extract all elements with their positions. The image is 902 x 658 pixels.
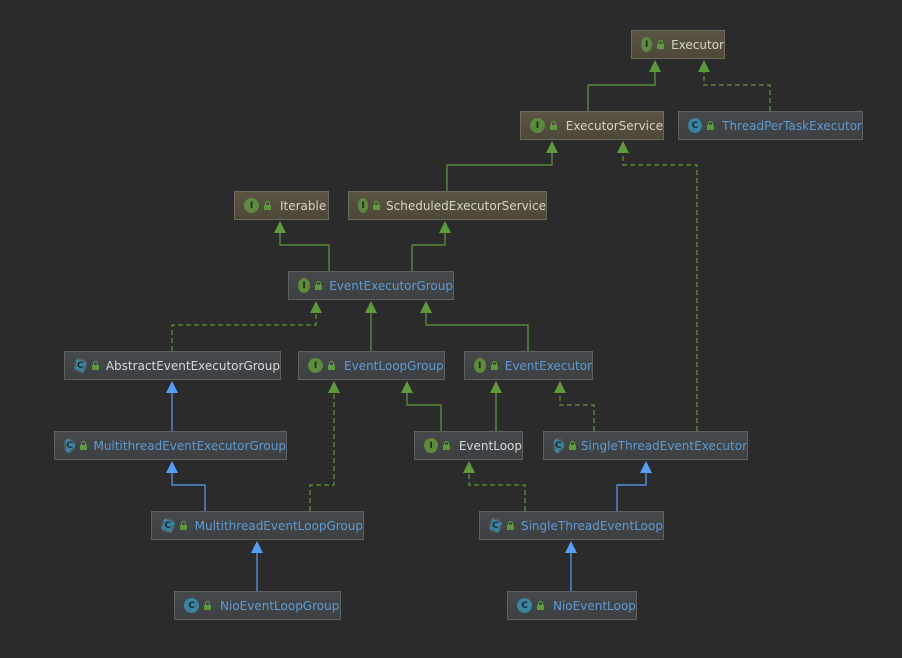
- abstract-icon: C: [489, 518, 502, 533]
- edge-extends-interface: [411, 232, 446, 271]
- arrowhead-icon: [439, 221, 451, 233]
- node-label: ThreadPerTaskExecutor: [722, 118, 862, 133]
- node-label: EventLoop: [458, 438, 522, 453]
- node-label: SingleThreadEventExecutor: [580, 438, 747, 453]
- edge-extends-interface: [279, 232, 330, 271]
- arrowhead-icon: [420, 301, 432, 313]
- node-label: EventLoopGroup: [344, 358, 444, 373]
- node-executor-service[interactable]: I ExecutorService: [520, 111, 664, 140]
- node-multithread-event-executor-group[interactable]: C MultithreadEventExecutorGroup: [54, 431, 287, 460]
- edge-implements: [171, 312, 317, 351]
- node-label: Executor: [671, 37, 724, 52]
- node-single-thread-event-loop[interactable]: C SingleThreadEventLoop: [479, 511, 664, 540]
- public-lock-icon: [179, 521, 188, 530]
- interface-icon: I: [641, 37, 653, 52]
- node-abstract-event-executor-group[interactable]: C AbstractEventExecutorGroup: [64, 351, 281, 380]
- public-lock-icon: [657, 40, 665, 49]
- edge-extends-class: [616, 472, 647, 511]
- public-lock-icon: [537, 601, 546, 610]
- node-label: EventExecutor: [504, 358, 592, 373]
- node-label: NioEventLoop: [553, 598, 636, 613]
- arrowhead-icon: [698, 60, 710, 72]
- arrowhead-icon: [617, 141, 629, 153]
- interface-icon: I: [308, 358, 323, 373]
- arrowhead-icon: [365, 301, 377, 313]
- node-label: MultithreadEventExecutorGroup: [93, 438, 286, 453]
- node-iterable[interactable]: I Iterable: [234, 191, 329, 220]
- edge-extends-class: [171, 472, 206, 511]
- public-lock-icon: [549, 121, 559, 130]
- node-multithread-event-loop-group[interactable]: C MultithreadEventLoopGroup: [151, 511, 364, 540]
- arrowhead-icon: [463, 461, 475, 473]
- edge-extends-interface: [425, 312, 529, 351]
- node-event-executor[interactable]: I EventExecutor: [464, 351, 593, 380]
- arrowhead-icon: [490, 381, 502, 393]
- class-icon: C: [517, 598, 532, 613]
- public-lock-icon: [91, 361, 99, 370]
- arrowhead-icon: [310, 301, 322, 313]
- arrowhead-icon: [251, 541, 263, 553]
- arrowhead-icon: [274, 221, 286, 233]
- edge-extends-interface: [446, 152, 553, 191]
- arrowhead-icon: [401, 381, 413, 393]
- node-label: SingleThreadEventLoop: [520, 518, 663, 533]
- edge-implements: [468, 472, 526, 511]
- class-icon: C: [184, 598, 199, 613]
- abstract-icon: C: [74, 358, 87, 373]
- public-lock-icon: [373, 201, 380, 210]
- public-lock-icon: [443, 441, 452, 450]
- edge-extends-interface: [587, 71, 656, 111]
- public-lock-icon: [204, 601, 213, 610]
- node-label: AbstractEventExecutorGroup: [105, 358, 280, 373]
- arrowhead-icon: [328, 381, 340, 393]
- node-label: NioEventLoopGroup: [220, 598, 340, 613]
- arrowhead-icon: [640, 461, 652, 473]
- arrowhead-icon: [166, 381, 178, 393]
- interface-icon: I: [474, 358, 486, 373]
- arrowhead-icon: [546, 141, 558, 153]
- public-lock-icon: [506, 521, 514, 530]
- abstract-icon: C: [161, 518, 175, 533]
- node-label: ExecutorService: [565, 118, 663, 133]
- node-executor[interactable]: I Executor: [631, 30, 725, 59]
- node-label: ScheduledExecutorService: [386, 198, 546, 213]
- node-thread-per-task-executor[interactable]: C ThreadPerTaskExecutor: [678, 111, 863, 140]
- interface-icon: I: [530, 118, 545, 133]
- public-lock-icon: [315, 281, 323, 290]
- node-label: Iterable: [280, 198, 327, 213]
- public-lock-icon: [328, 361, 337, 370]
- arrowhead-icon: [565, 541, 577, 553]
- arrowhead-icon: [554, 381, 566, 393]
- node-nio-event-loop-group[interactable]: C NioEventLoopGroup: [174, 591, 341, 620]
- interface-icon: I: [244, 198, 259, 213]
- edge-extends-interface: [406, 392, 442, 431]
- node-single-thread-event-executor[interactable]: C SingleThreadEventExecutor: [543, 431, 748, 460]
- abstract-icon: C: [553, 438, 564, 453]
- class-icon: C: [688, 118, 702, 133]
- arrowhead-icon: [649, 60, 661, 72]
- node-event-executor-group[interactable]: I EventExecutorGroup: [288, 271, 454, 300]
- node-label: EventExecutorGroup: [329, 278, 453, 293]
- edge-implements: [309, 392, 335, 511]
- interface-icon: I: [298, 278, 310, 293]
- interface-icon: I: [358, 198, 368, 213]
- edge-implements: [622, 152, 698, 431]
- public-lock-icon: [568, 441, 577, 450]
- public-lock-icon: [490, 361, 498, 370]
- arrowhead-icon: [166, 461, 178, 473]
- public-lock-icon: [264, 201, 273, 210]
- interface-icon: I: [424, 438, 439, 453]
- public-lock-icon: [80, 441, 88, 450]
- node-event-loop-group[interactable]: I EventLoopGroup: [298, 351, 445, 380]
- node-label: MultithreadEventLoopGroup: [194, 518, 363, 533]
- node-nio-event-loop[interactable]: C NioEventLoop: [507, 591, 637, 620]
- abstract-icon: C: [64, 438, 76, 453]
- node-event-loop[interactable]: I EventLoop: [414, 431, 523, 460]
- node-scheduled-executor-service[interactable]: I ScheduledExecutorService: [348, 191, 547, 220]
- public-lock-icon: [706, 121, 715, 130]
- edge-implements: [703, 71, 771, 111]
- edge-implements: [559, 392, 595, 431]
